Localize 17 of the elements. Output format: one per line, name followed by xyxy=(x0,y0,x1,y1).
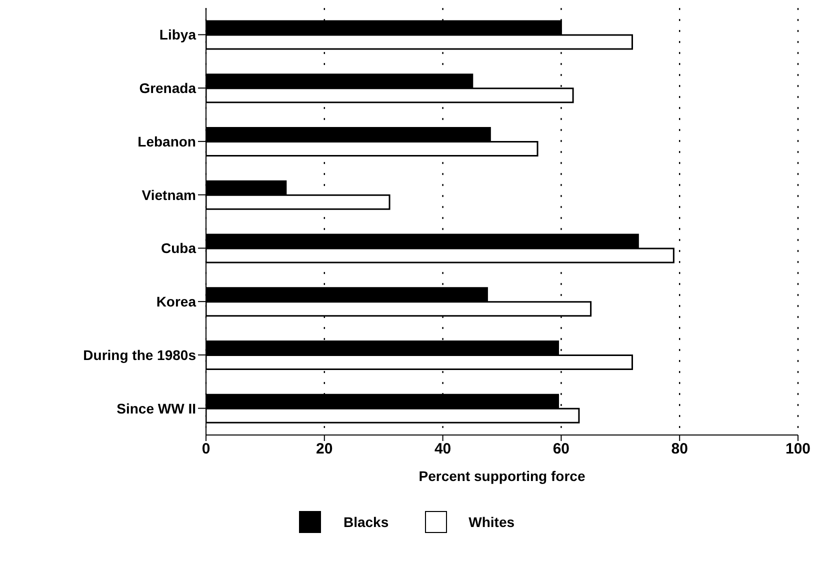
y-tick-label: Libya xyxy=(159,26,196,43)
y-tick-label: Vietnam xyxy=(142,186,196,203)
x-axis-title: Percent supporting force xyxy=(418,468,586,484)
x-tick-label: 80 xyxy=(671,440,688,458)
legend-label: Whites xyxy=(468,514,515,530)
y-tick-label: Cuba xyxy=(161,240,196,256)
legend-label: Blacks xyxy=(343,514,389,530)
y-tick-label: Grenada xyxy=(139,80,196,96)
y-tick-label: Since WW II xyxy=(116,400,196,416)
y-tick-label: Korea xyxy=(156,294,196,310)
x-tick-label: 60 xyxy=(552,440,570,458)
y-tick-label: During the 1980s xyxy=(83,346,196,363)
y-tick-label: Lebanon xyxy=(138,133,196,150)
x-tick-label: 20 xyxy=(316,440,333,458)
x-tick-label: 100 xyxy=(785,440,811,458)
x-tick-label: 0 xyxy=(202,440,210,458)
x-tick-label: 40 xyxy=(434,440,452,458)
